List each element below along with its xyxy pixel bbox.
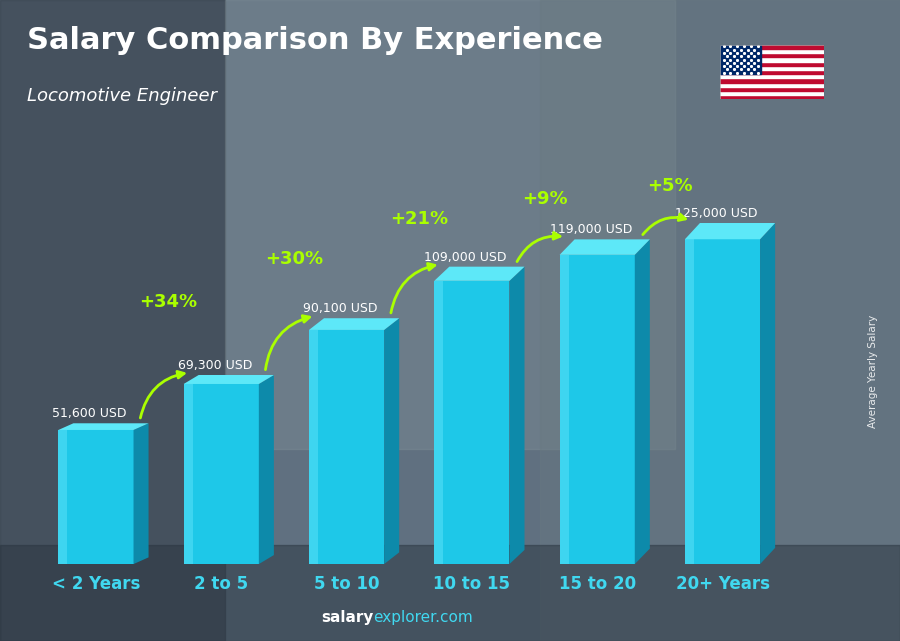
Polygon shape [560,255,634,564]
Polygon shape [509,267,525,564]
Polygon shape [309,318,400,330]
Text: Average Yearly Salary: Average Yearly Salary [868,315,878,428]
Polygon shape [58,430,68,564]
Text: 109,000 USD: 109,000 USD [425,251,507,263]
Polygon shape [435,281,509,564]
Polygon shape [685,239,694,564]
Polygon shape [259,375,274,564]
Text: 125,000 USD: 125,000 USD [675,207,758,220]
Bar [720,53,824,58]
Polygon shape [309,330,318,564]
Text: +21%: +21% [391,210,448,228]
Polygon shape [133,423,148,564]
Text: Salary Comparison By Experience: Salary Comparison By Experience [27,26,603,54]
Text: explorer.com: explorer.com [374,610,473,625]
Bar [225,0,675,449]
Bar [720,66,824,70]
Text: 69,300 USD: 69,300 USD [178,359,252,372]
Polygon shape [184,384,259,564]
Text: +9%: +9% [522,190,567,208]
Bar [720,91,824,95]
Polygon shape [184,375,274,384]
Bar [540,0,900,641]
Text: Locomotive Engineer: Locomotive Engineer [27,87,217,104]
Bar [720,74,824,78]
Bar [720,95,824,99]
Polygon shape [58,430,133,564]
Polygon shape [184,384,193,564]
Polygon shape [634,239,650,564]
Bar [0,0,225,641]
Text: 119,000 USD: 119,000 USD [550,223,632,237]
Bar [0,545,900,641]
Polygon shape [685,223,775,239]
Text: salary: salary [321,610,374,625]
Polygon shape [435,281,444,564]
Polygon shape [560,239,650,255]
Polygon shape [58,423,148,430]
Text: +5%: +5% [647,177,693,195]
Bar [720,45,761,74]
Text: +34%: +34% [140,293,198,311]
Text: 51,600 USD: 51,600 USD [52,407,127,420]
Bar [720,62,824,66]
Bar [720,58,824,62]
Polygon shape [760,223,775,564]
Polygon shape [560,255,569,564]
Bar [720,49,824,53]
Polygon shape [685,239,760,564]
Bar [720,45,824,49]
Polygon shape [384,318,400,564]
Text: 90,100 USD: 90,100 USD [303,302,377,315]
Bar [720,83,824,87]
Bar [720,87,824,91]
Polygon shape [309,330,384,564]
Polygon shape [435,267,525,281]
Text: +30%: +30% [265,249,323,268]
Bar [720,70,824,74]
Bar [720,78,824,83]
